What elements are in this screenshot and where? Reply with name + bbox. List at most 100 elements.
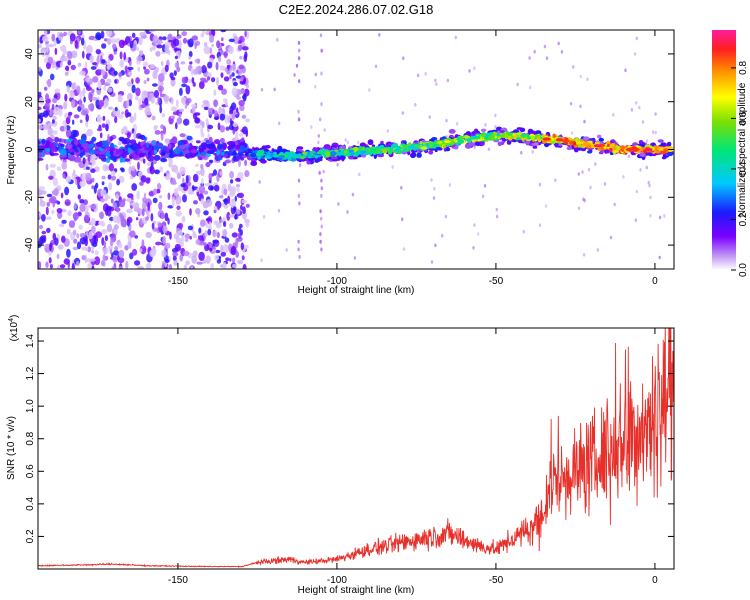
heatmap-cell <box>185 260 190 266</box>
heatmap-cell <box>278 121 281 126</box>
heatmap-cell <box>142 158 146 164</box>
heatmap-cell <box>98 99 105 108</box>
heatmap-cell <box>168 152 175 159</box>
heatmap-cell <box>214 254 220 261</box>
heatmap-cell <box>113 224 119 231</box>
heatmap-cell <box>172 255 177 262</box>
heatmap-cell <box>53 187 59 197</box>
heatmap-cell <box>142 61 149 67</box>
heatmap-cell <box>88 258 96 262</box>
heatmap-cell <box>598 137 604 142</box>
heatmap-cell <box>38 152 43 158</box>
heatmap-cell <box>191 77 195 84</box>
heatmap-cell <box>93 234 97 244</box>
heatmap-cell <box>101 175 106 180</box>
heatmap-cell <box>222 229 227 237</box>
heatmap-cell <box>297 117 301 122</box>
snr-frame <box>37 327 675 570</box>
heatmap-cell <box>249 153 257 158</box>
heatmap-cell <box>627 154 631 159</box>
heatmap-cell <box>139 248 143 253</box>
heatmap-cell <box>119 51 123 60</box>
heatmap-cell <box>227 195 231 204</box>
heatmap-cell <box>38 145 42 150</box>
heatmap-cell <box>196 261 203 265</box>
heatmap-cell <box>473 145 476 150</box>
heatmap-cell <box>223 76 230 82</box>
heatmap-cell <box>209 247 213 252</box>
heatmap-cell <box>297 56 301 61</box>
x-tick-label: -150 <box>168 276 188 287</box>
heatmap-cell <box>172 111 179 116</box>
heatmap-cell <box>223 98 227 103</box>
heatmap-cell <box>118 266 123 269</box>
snr-series-line <box>38 328 674 568</box>
heatmap-cell <box>576 141 583 145</box>
heatmap-cell <box>151 115 156 121</box>
heatmap-x-label: Height of straight line (km) <box>298 285 415 296</box>
heatmap-cell <box>72 246 79 251</box>
heatmap-cell <box>295 63 299 68</box>
heatmap-cell <box>131 84 136 94</box>
heatmap-cell <box>129 139 137 145</box>
heatmap-cell <box>215 157 223 161</box>
heatmap-cell <box>323 128 326 132</box>
heatmap-cell <box>117 141 122 146</box>
heatmap-cell <box>155 241 162 246</box>
heatmap-cell <box>276 37 279 42</box>
heatmap-cell <box>528 56 531 60</box>
heatmap-cell <box>573 147 579 153</box>
heatmap-cell <box>572 141 577 146</box>
heatmap-cell <box>49 242 52 252</box>
heatmap-cell <box>235 131 239 139</box>
heatmap-cell <box>164 44 170 55</box>
heatmap-cell <box>557 41 560 46</box>
heatmap-cell <box>231 63 237 72</box>
heatmap-cell <box>107 174 112 180</box>
heatmap-cell <box>386 147 390 152</box>
heatmap-cell <box>217 231 220 239</box>
heatmap-cell <box>213 220 219 225</box>
heatmap-cell <box>108 106 113 110</box>
heatmap-cell <box>190 149 198 154</box>
heatmap-cell <box>170 76 176 81</box>
heatmap-cell <box>113 70 118 76</box>
heatmap-cell <box>577 172 580 176</box>
heatmap-cell <box>156 39 163 44</box>
heatmap-cell <box>238 192 245 199</box>
x-tick-label: 0 <box>652 575 658 586</box>
heatmap-cell <box>139 32 146 37</box>
heatmap-cell <box>118 136 125 142</box>
heatmap-cell <box>64 124 67 132</box>
heatmap-cell <box>71 83 76 89</box>
heatmap-cell <box>285 248 288 252</box>
heatmap-cell <box>176 172 181 180</box>
heatmap-cell <box>205 255 211 264</box>
heatmap-cell <box>219 125 226 133</box>
heatmap-cell <box>641 120 645 124</box>
heatmap-cell <box>207 228 212 236</box>
heatmap-cell <box>87 246 92 253</box>
heatmap-cell <box>64 186 70 196</box>
heatmap-cell <box>220 72 224 78</box>
heatmap-cell <box>121 111 124 115</box>
heatmap-cell <box>358 146 363 151</box>
heatmap-cell <box>50 196 57 203</box>
heatmap-cell <box>582 253 586 257</box>
heatmap-cell <box>61 219 67 224</box>
heatmap-cell <box>407 148 411 151</box>
heatmap-cell <box>208 159 214 164</box>
heatmap-cell <box>133 130 137 140</box>
heatmap-cell <box>424 72 427 76</box>
heatmap-cell <box>314 158 319 163</box>
heatmap-cell <box>124 36 131 45</box>
heatmap-cell <box>240 242 244 250</box>
heatmap-cell <box>419 141 423 145</box>
heatmap-cell <box>101 181 105 186</box>
heatmap-cell <box>245 221 250 228</box>
heatmap-cell <box>99 197 105 203</box>
heatmap-cell <box>221 187 224 197</box>
heatmap-cell <box>145 263 150 269</box>
heatmap-cell <box>179 87 183 96</box>
heatmap-cell <box>73 238 78 244</box>
